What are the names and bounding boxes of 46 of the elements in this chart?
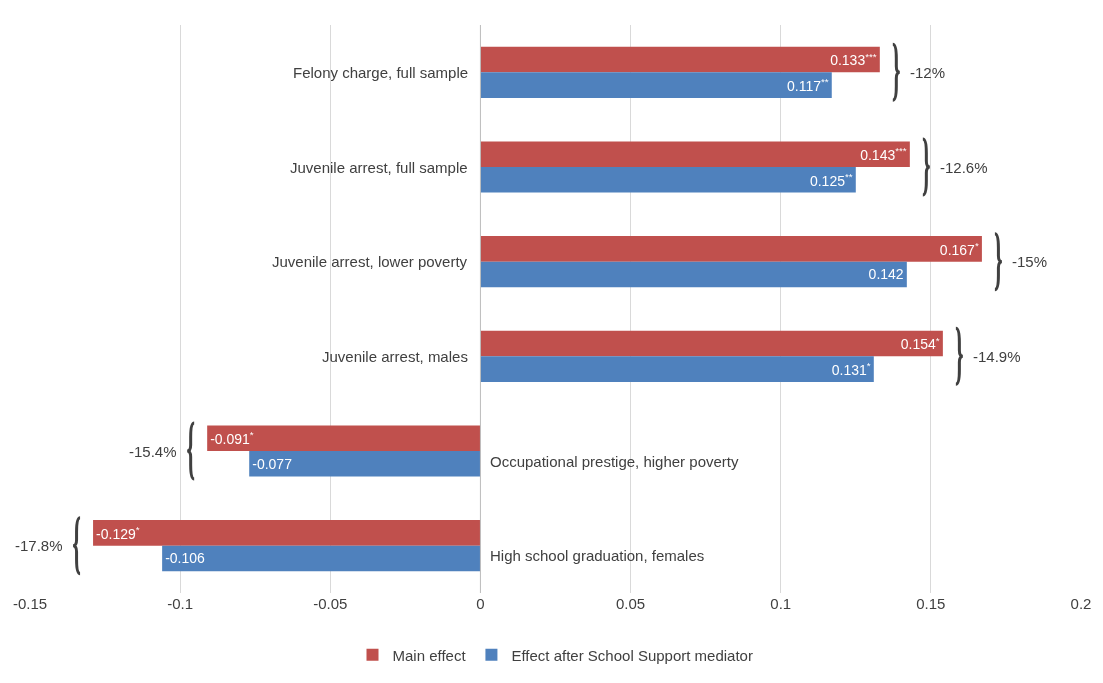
bar (480, 167, 856, 193)
data-label: 0.143$^{***}$ (860, 145, 907, 164)
annotation: -14.9% (973, 348, 1021, 365)
x-tick-label: -0.05 (313, 595, 348, 612)
x-tick-label: -0.15 (12, 595, 48, 612)
annotation: -12.6% (940, 159, 988, 176)
data-label: -0.077 (252, 455, 293, 472)
data-label: -0.091$^{*}$ (210, 429, 254, 448)
bar (480, 72, 832, 98)
bar (249, 451, 481, 477)
legend-label: Main effect (392, 646, 467, 664)
annotation: -15.4% (129, 443, 177, 460)
legend-label: Effect after School Support mediator (511, 646, 753, 664)
data-label: -0.106 (165, 550, 206, 567)
bar (207, 425, 481, 451)
y-tick-label: Occupational prestige, higher poverty (490, 453, 739, 470)
y-tick-label: Juvenile arrest, lower poverty (272, 253, 468, 270)
bar (480, 46, 880, 73)
bar (480, 330, 943, 357)
x-tick-label: 0.05 (615, 595, 646, 612)
bar (480, 356, 874, 382)
data-label: 0.154$^{*}$ (900, 334, 940, 353)
data-label: -0.129$^{*}$ (96, 523, 140, 542)
data-label: 0.131$^{*}$ (831, 360, 871, 379)
annotation: -12% (910, 64, 946, 81)
y-tick-label: Felony charge, full sample (293, 64, 469, 81)
bar (480, 261, 907, 288)
annotation: -17.8% (15, 537, 63, 554)
bar (162, 545, 481, 572)
annotation: -15% (1012, 253, 1048, 270)
data-label: 0.133$^{***}$ (830, 50, 877, 69)
bar (93, 520, 481, 546)
y-tick-label: High school graduation, females (490, 547, 705, 564)
y-tick-label: Juvenile arrest, males (322, 348, 468, 365)
y-tick-label: Juvenile arrest, full sample (290, 159, 468, 176)
x-tick-label: 0 (476, 595, 485, 612)
x-tick-label: 0.1 (770, 595, 792, 612)
x-tick-label: -0.1 (167, 595, 194, 612)
data-label: 0.142 (868, 266, 904, 283)
data-label: 0.167$^{*}$ (939, 239, 979, 258)
x-tick-label: 0.15 (916, 595, 946, 612)
bar (480, 236, 982, 262)
data-label: 0.125$^{**}$ (809, 170, 853, 189)
bar (480, 141, 910, 167)
x-tick-label: 0.2 (1070, 595, 1092, 612)
data-label: 0.117$^{**}$ (786, 76, 829, 95)
